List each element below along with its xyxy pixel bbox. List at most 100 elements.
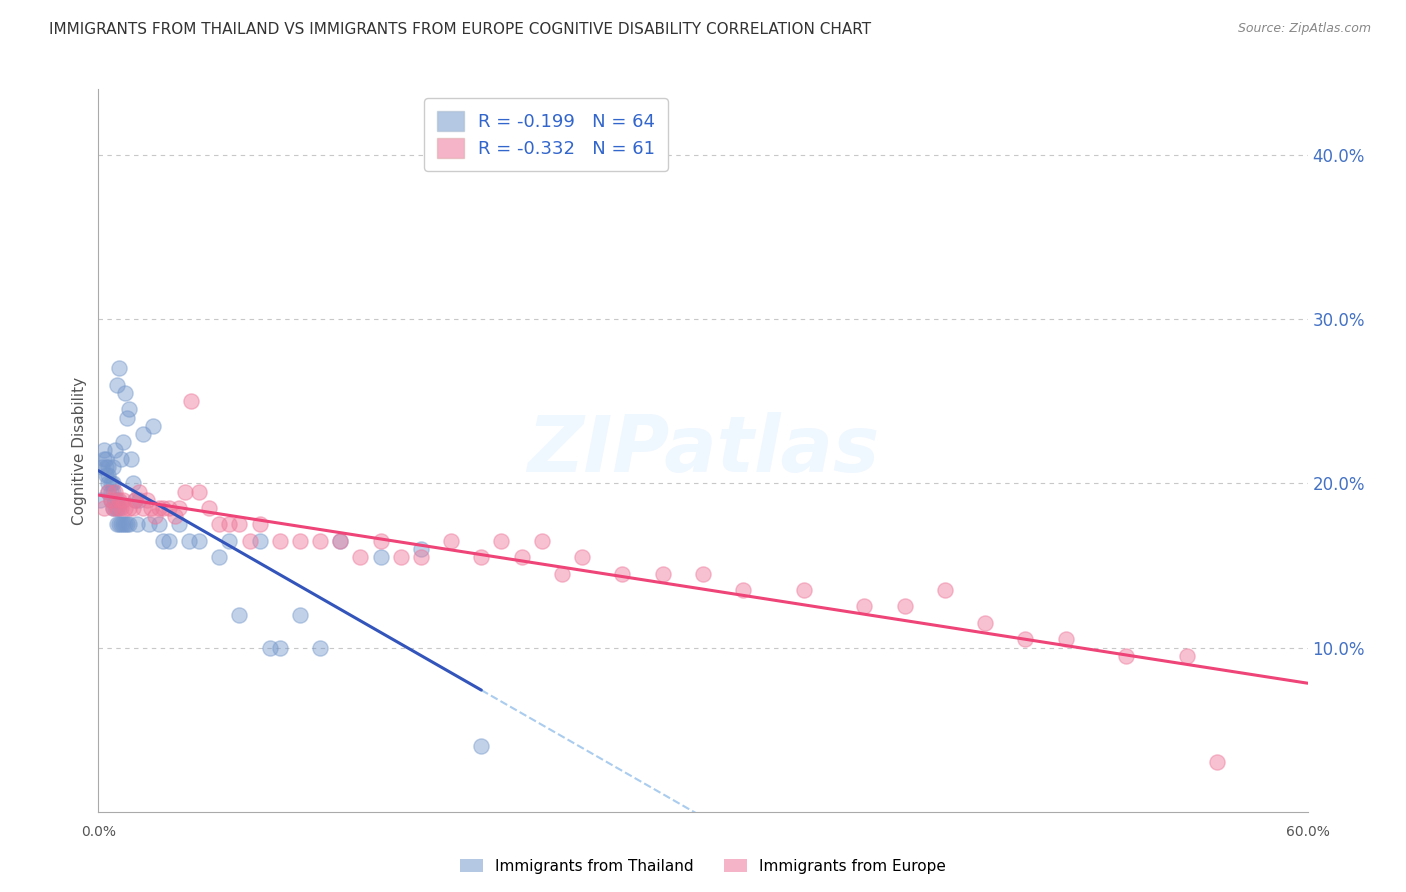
Point <box>93 443 115 458</box>
Point <box>218 517 240 532</box>
Point <box>111 492 134 507</box>
Point <box>139 500 162 515</box>
Point <box>174 484 197 499</box>
Point <box>96 459 118 474</box>
Point <box>105 500 128 515</box>
Point <box>1175 648 1198 663</box>
Point <box>198 500 221 515</box>
Point <box>152 500 174 515</box>
Point <box>115 410 138 425</box>
Point <box>188 484 211 499</box>
Point <box>100 492 122 507</box>
Point <box>107 517 129 532</box>
Point <box>228 517 250 532</box>
Point <box>143 509 166 524</box>
Point <box>167 517 190 532</box>
Point <box>100 476 122 491</box>
Text: IMMIGRANTS FROM THAILAND VS IMMIGRANTS FROM EUROPE COGNITIVE DISABILITY CORRELAT: IMMIGRANTS FROM THAILAND VS IMMIGRANTS F… <box>49 22 872 37</box>
Text: ZIPatlas: ZIPatlas <box>527 412 879 489</box>
Point <box>121 500 143 515</box>
Point <box>101 476 124 491</box>
Point <box>157 500 180 515</box>
Point <box>733 582 755 597</box>
Point <box>179 533 201 548</box>
Point <box>167 500 190 515</box>
Point <box>1054 632 1077 647</box>
Point <box>853 599 876 614</box>
Point <box>329 533 352 548</box>
Point <box>249 517 271 532</box>
Point <box>135 492 157 507</box>
Point <box>105 517 128 532</box>
Point <box>138 517 160 532</box>
Point <box>105 492 128 507</box>
Point <box>934 582 956 597</box>
Point <box>974 615 997 630</box>
Point <box>97 484 120 499</box>
Point <box>208 517 231 532</box>
Point <box>228 607 250 622</box>
Point <box>370 550 392 565</box>
Point <box>132 427 155 442</box>
Point <box>93 500 115 515</box>
Legend: Immigrants from Thailand, Immigrants from Europe: Immigrants from Thailand, Immigrants fro… <box>454 853 952 880</box>
Point <box>208 550 231 565</box>
Point <box>121 476 143 491</box>
Point <box>103 492 125 507</box>
Point <box>110 500 132 515</box>
Point <box>142 418 165 433</box>
Legend: R = -0.199   N = 64, R = -0.332   N = 61: R = -0.199 N = 64, R = -0.332 N = 61 <box>423 98 668 170</box>
Point <box>103 443 125 458</box>
Point <box>288 607 311 622</box>
Point <box>114 517 136 532</box>
Point <box>128 492 150 507</box>
Point <box>128 484 150 499</box>
Point <box>389 550 412 565</box>
Point <box>510 550 533 565</box>
Point <box>124 492 146 507</box>
Point <box>148 517 170 532</box>
Point <box>100 484 122 499</box>
Point <box>110 451 132 466</box>
Point <box>115 517 138 532</box>
Point <box>491 533 513 548</box>
Point <box>530 533 553 548</box>
Point <box>551 566 574 581</box>
Point <box>157 533 180 548</box>
Point <box>409 550 432 565</box>
Point <box>612 566 634 581</box>
Point <box>218 533 240 548</box>
Point <box>370 533 392 548</box>
Point <box>309 533 332 548</box>
Point <box>125 517 148 532</box>
Point <box>111 435 134 450</box>
Point <box>89 492 111 507</box>
Y-axis label: Cognitive Disability: Cognitive Disability <box>72 376 87 524</box>
Point <box>349 550 371 565</box>
Point <box>692 566 714 581</box>
Point <box>239 533 262 548</box>
Point <box>101 484 124 499</box>
Point <box>440 533 463 548</box>
Point <box>97 476 120 491</box>
Text: Source: ZipAtlas.com: Source: ZipAtlas.com <box>1237 22 1371 36</box>
Point <box>1206 756 1229 770</box>
Point <box>188 533 211 548</box>
Point <box>97 468 120 483</box>
Point <box>651 566 673 581</box>
Point <box>100 492 122 507</box>
Point <box>118 402 141 417</box>
Point <box>124 492 146 507</box>
Point <box>470 550 492 565</box>
Point <box>409 541 432 556</box>
Point <box>288 533 311 548</box>
Point <box>110 517 132 532</box>
Point <box>97 459 120 474</box>
Point <box>571 550 593 565</box>
Point <box>1014 632 1036 647</box>
Point <box>269 533 291 548</box>
Point <box>96 451 118 466</box>
Point <box>249 533 271 548</box>
Point <box>114 386 136 401</box>
Point <box>118 500 141 515</box>
